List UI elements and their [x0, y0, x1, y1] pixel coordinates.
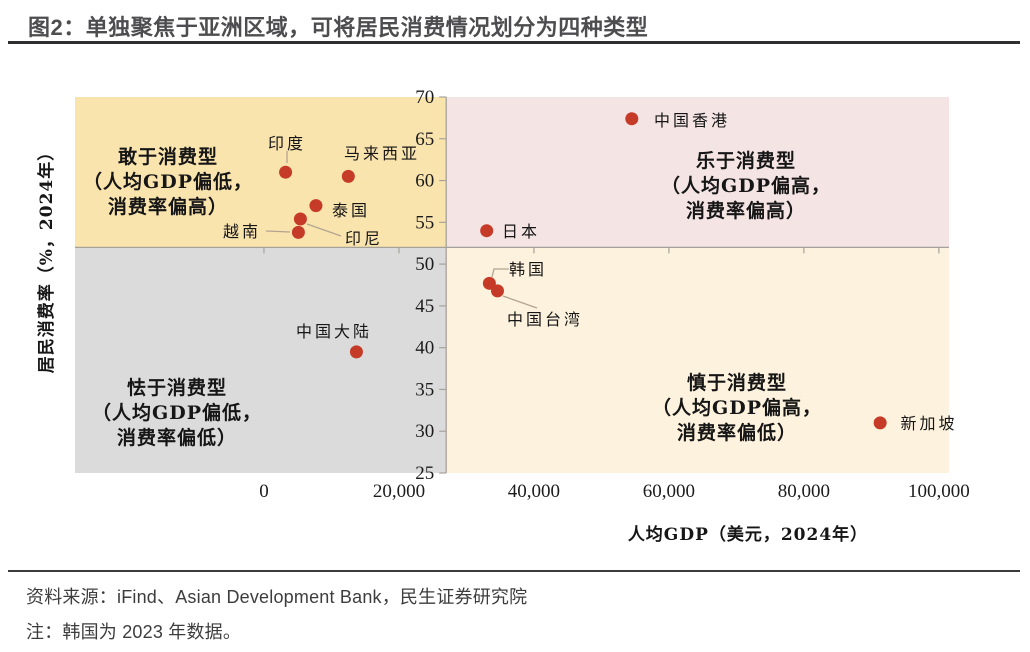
- x-tick-label: 100,000: [908, 481, 970, 502]
- title-underline: [8, 41, 1020, 44]
- y-tick-label: 65: [415, 129, 434, 150]
- y-tick-label: 30: [415, 421, 434, 442]
- data-point-label: 新加坡: [900, 414, 957, 433]
- data-point: [349, 345, 363, 359]
- y-tick-label: 70: [415, 87, 434, 108]
- data-point-label: 中国大陆: [296, 322, 372, 341]
- data-point: [293, 212, 307, 226]
- quadrant-label-bottom-right: （人均GDP偏高，: [652, 396, 822, 419]
- label-connector: [306, 223, 342, 237]
- data-point-label: 韩国: [509, 260, 547, 279]
- quadrant-top-left: [75, 97, 447, 248]
- quadrant-bottom-left: [75, 247, 447, 473]
- data-point-label: 泰国: [332, 201, 370, 220]
- x-tick-label: 80,000: [778, 481, 830, 502]
- quadrant-label-bottom-left: 消费率偏低）: [117, 426, 237, 449]
- y-tick-label: 35: [415, 379, 434, 400]
- footer-divider: [8, 570, 1020, 572]
- quadrant-label-top-right: （人均GDP偏高，: [661, 174, 831, 197]
- data-point-label: 中国台湾: [507, 310, 583, 329]
- data-point: [279, 165, 293, 179]
- data-point: [309, 199, 323, 213]
- x-tick-label: 0: [259, 481, 269, 502]
- quadrant-label-top-right: 乐于消费型: [696, 149, 796, 172]
- data-point-label: 印尼: [345, 229, 383, 248]
- quadrant-top-right: [446, 97, 949, 248]
- source-line: 资料来源：iFind、Asian Development Bank，民生证券研究…: [26, 587, 528, 607]
- y-tick-label: 25: [415, 463, 434, 484]
- y-axis-title: 居民消费率（%，2024年）: [36, 143, 57, 373]
- data-point-label: 日本: [502, 222, 540, 241]
- quadrant-label-bottom-left: 怯于消费型: [127, 376, 227, 399]
- quadrant-label-top-left: 消费率偏高）: [108, 195, 228, 218]
- y-tick-label: 55: [415, 212, 434, 233]
- figure-title: 图2：单独聚焦于亚洲区域，可将居民消费情况划分为四种类型: [28, 15, 649, 40]
- data-point-label: 马来西亚: [344, 144, 420, 163]
- quadrant-label-bottom-right: 消费率偏低）: [677, 421, 797, 444]
- y-tick-label: 60: [415, 171, 434, 192]
- quadrant-label-top-left: （人均GDP偏低，: [83, 170, 253, 193]
- data-point: [625, 112, 639, 126]
- data-point-label: 越南: [223, 222, 261, 241]
- label-connector: [491, 268, 509, 278]
- data-point: [341, 169, 355, 183]
- data-point: [873, 416, 887, 430]
- y-tick-label: 45: [415, 296, 434, 317]
- x-tick-label: 60,000: [643, 481, 695, 502]
- data-point: [291, 225, 305, 239]
- data-point-label: 印度: [268, 134, 306, 153]
- data-point: [480, 224, 494, 238]
- label-connector: [265, 230, 291, 233]
- quadrant-label-top-right: 消费率偏高）: [686, 199, 806, 222]
- data-point: [490, 284, 504, 298]
- y-tick-label: 50: [415, 254, 434, 275]
- quadrant-label-bottom-right: 慎于消费型: [687, 371, 787, 394]
- quadrant-bottom-right: [446, 247, 949, 473]
- x-tick-label: 20,000: [373, 481, 425, 502]
- y-tick-label: 40: [415, 338, 434, 359]
- x-axis-title: 人均GDP（美元，2024年）: [628, 524, 868, 545]
- quadrant-label-bottom-left: （人均GDP偏低，: [92, 401, 262, 424]
- label-connector: [502, 295, 538, 309]
- note-line: 注：韩国为 2023 年数据。: [26, 622, 242, 642]
- quadrant-label-top-left: 敢于消费型: [118, 145, 218, 168]
- x-tick-label: 40,000: [508, 481, 560, 502]
- data-point-label: 中国香港: [654, 111, 730, 130]
